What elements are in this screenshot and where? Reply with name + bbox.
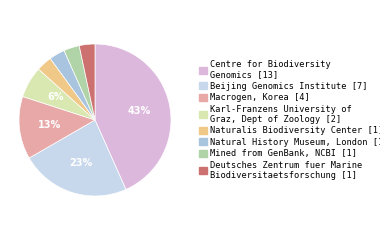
Wedge shape	[64, 46, 95, 120]
Text: 6%: 6%	[47, 92, 64, 102]
Wedge shape	[50, 51, 95, 120]
Wedge shape	[38, 59, 95, 120]
Wedge shape	[29, 120, 126, 196]
Wedge shape	[19, 96, 95, 158]
Text: 23%: 23%	[69, 158, 93, 168]
Wedge shape	[95, 44, 171, 189]
Legend: Centre for Biodiversity
Genomics [13], Beijing Genomics Institute [7], Macrogen,: Centre for Biodiversity Genomics [13], B…	[198, 59, 380, 181]
Wedge shape	[79, 44, 95, 120]
Text: 13%: 13%	[38, 120, 61, 130]
Text: 43%: 43%	[128, 106, 151, 115]
Wedge shape	[23, 69, 95, 120]
